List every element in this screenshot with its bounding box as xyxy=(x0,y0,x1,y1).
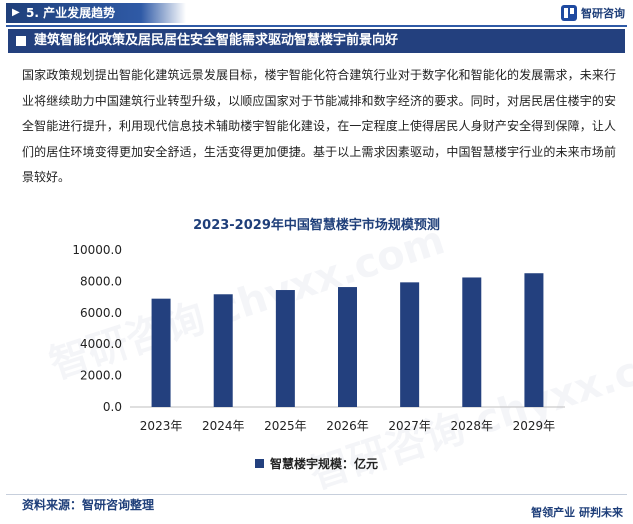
bar xyxy=(338,287,357,407)
bar xyxy=(151,298,171,407)
description-paragraph: 国家政策规划提出智能化建筑远景发展目标，楼宇智能化符合建筑行业对于数字化和智能化… xyxy=(22,68,616,184)
y-tick-label: 4000.0 xyxy=(80,337,122,351)
source-note: 资料来源：智研咨询整理 xyxy=(22,498,155,512)
chart-title: 2023-2029年中国智慧楼宇市场规模预测 xyxy=(193,218,440,233)
y-tick-label: 6000.0 xyxy=(80,306,122,320)
x-tick-label: 2024年 xyxy=(202,419,245,433)
bar xyxy=(400,282,420,407)
brand-name: 智研咨询 xyxy=(581,7,625,20)
y-tick-label: 2000.0 xyxy=(80,369,122,383)
y-tick-label: 8000.0 xyxy=(80,274,122,288)
y-tick-label: 10000.0 xyxy=(72,243,122,257)
footer-divider xyxy=(6,494,627,495)
brand-logo-icon xyxy=(561,5,577,21)
brand: 智研咨询 xyxy=(561,4,625,22)
square-bullet-icon xyxy=(16,36,26,46)
x-tick-label: 2027年 xyxy=(388,419,431,433)
x-tick-label: 2028年 xyxy=(451,419,494,433)
x-tick-label: 2023年 xyxy=(140,419,183,433)
title-text: 建筑智能化政策及居民居住安全智能需求驱动智慧楼宇前景向好 xyxy=(34,33,399,48)
bar-chart: 0.0 2000.0 4000.0 6000.0 8000.0 10000.0 2023年 2… xyxy=(72,243,565,433)
section-label-text: 5. 产业发展趋势 xyxy=(26,6,116,20)
y-tick-label: 0.0 xyxy=(103,400,122,414)
x-tick-label: 2026年 xyxy=(326,419,369,433)
legend-label: 智慧楼宇规模：亿元 xyxy=(269,457,378,471)
bar xyxy=(275,290,295,407)
x-tick-label: 2025年 xyxy=(264,419,307,433)
x-tick-label: 2029年 xyxy=(513,419,556,433)
section-label: ▶ 5. 产业发展趋势 xyxy=(6,3,186,23)
header-divider xyxy=(6,25,627,27)
slogan: 智领产业 研判未来 xyxy=(531,506,623,519)
chart-legend: 智慧楼宇规模：亿元 xyxy=(0,455,633,472)
bar xyxy=(213,294,233,407)
top-header: ▶ 5. 产业发展趋势 智研咨询 xyxy=(0,0,633,27)
double-chevron-icon: ▶ xyxy=(12,7,20,18)
title-bar: 建筑智能化政策及居民居住安全智能需求驱动智慧楼宇前景向好 xyxy=(8,29,625,53)
legend-swatch xyxy=(254,459,264,468)
bar xyxy=(462,277,482,407)
bar xyxy=(524,273,544,407)
